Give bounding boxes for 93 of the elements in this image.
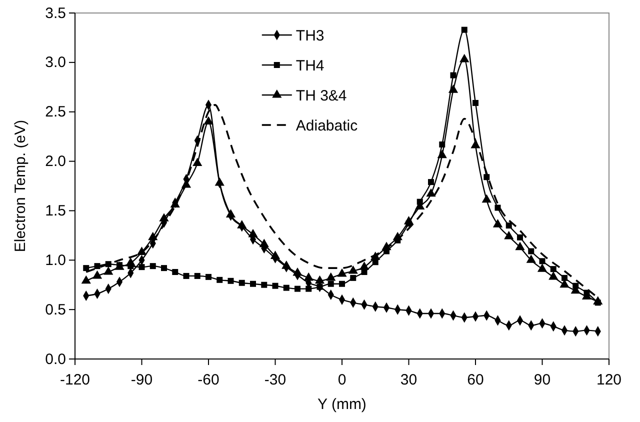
point <box>238 280 245 286</box>
x-tick-label: 90 <box>534 372 551 388</box>
x-tick-label: -60 <box>198 372 220 388</box>
point <box>259 238 269 248</box>
point <box>306 286 312 292</box>
point <box>526 254 536 263</box>
point <box>492 219 503 228</box>
point <box>282 260 292 269</box>
point <box>328 280 334 287</box>
point <box>194 272 200 279</box>
point <box>337 268 347 277</box>
point <box>426 188 436 197</box>
point <box>350 274 356 281</box>
x-tick-label: 60 <box>467 372 484 388</box>
point <box>539 258 546 264</box>
point <box>528 248 534 254</box>
point <box>316 284 323 290</box>
y-tick-label: 2.5 <box>45 104 66 121</box>
point <box>506 222 512 229</box>
point <box>192 158 202 166</box>
point <box>159 213 169 222</box>
point <box>206 274 212 280</box>
point <box>161 265 167 272</box>
x-tick-label: 30 <box>400 372 418 388</box>
point <box>261 282 268 288</box>
x-tick-label: -30 <box>264 372 286 388</box>
point <box>437 150 447 158</box>
point <box>138 264 145 270</box>
point <box>472 100 478 106</box>
point <box>517 234 523 240</box>
point <box>270 250 280 259</box>
point <box>314 275 325 284</box>
point <box>272 282 278 289</box>
point <box>494 204 501 211</box>
point <box>250 280 256 287</box>
point <box>339 280 345 287</box>
y-tick-label: 3.5 <box>45 4 66 22</box>
x-tick-label: -90 <box>130 372 153 388</box>
point <box>562 274 568 281</box>
point <box>404 216 414 224</box>
y-tick-label: 2.0 <box>45 153 66 170</box>
point <box>504 230 514 240</box>
point <box>228 278 234 284</box>
y-tick-label: 0.0 <box>45 350 66 368</box>
point <box>172 269 178 276</box>
point <box>548 271 558 280</box>
point <box>348 265 358 274</box>
point <box>460 54 470 62</box>
y-tick-label: 3.0 <box>45 54 66 72</box>
point <box>428 179 434 186</box>
point <box>294 286 300 292</box>
point <box>359 262 370 270</box>
point <box>83 265 90 272</box>
point <box>448 84 458 93</box>
y-tick-label: 1.5 <box>45 202 66 220</box>
point <box>550 266 556 272</box>
point <box>450 72 456 78</box>
point <box>150 263 156 270</box>
point <box>92 270 102 279</box>
point <box>226 209 236 218</box>
point <box>214 177 224 186</box>
point <box>183 272 190 279</box>
legend-label: TH4 <box>296 57 324 74</box>
legend-label: TH3 <box>296 27 324 44</box>
x-tick-label: 0 <box>338 372 346 388</box>
legend-label: Adiabatic <box>296 117 358 134</box>
point <box>283 284 290 291</box>
y-tick-label: 0.5 <box>45 301 66 318</box>
point <box>537 263 548 272</box>
point <box>593 296 603 304</box>
point <box>482 194 492 203</box>
point <box>136 246 147 256</box>
y-axis-title: Electron Temp. (eV) <box>12 120 29 252</box>
x-tick-label: 120 <box>596 372 622 388</box>
x-axis-title: Y (mm) <box>318 396 366 413</box>
point <box>204 116 214 125</box>
point <box>126 258 136 266</box>
point <box>248 228 258 238</box>
point <box>94 263 100 270</box>
x-tick-label: -120 <box>60 372 90 388</box>
point <box>461 26 468 33</box>
point <box>292 267 302 276</box>
point <box>104 266 114 275</box>
y-tick-label: 1.0 <box>45 252 66 269</box>
point <box>216 276 223 283</box>
point <box>304 272 314 281</box>
point <box>515 242 525 250</box>
point <box>326 272 336 281</box>
point <box>484 174 490 180</box>
legend-label: TH 3&4 <box>296 87 347 104</box>
point <box>81 275 91 284</box>
point <box>237 220 247 228</box>
point <box>560 279 570 288</box>
